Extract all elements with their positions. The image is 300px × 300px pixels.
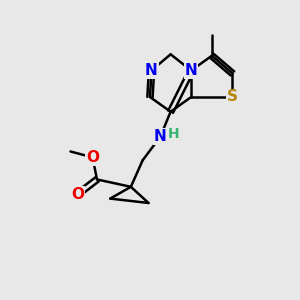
Text: H: H bbox=[168, 128, 179, 141]
Text: N: N bbox=[185, 63, 198, 78]
Text: O: O bbox=[86, 150, 99, 165]
Text: O: O bbox=[71, 187, 84, 202]
Text: S: S bbox=[227, 89, 238, 104]
Text: N: N bbox=[154, 129, 167, 144]
Text: N: N bbox=[145, 63, 158, 78]
